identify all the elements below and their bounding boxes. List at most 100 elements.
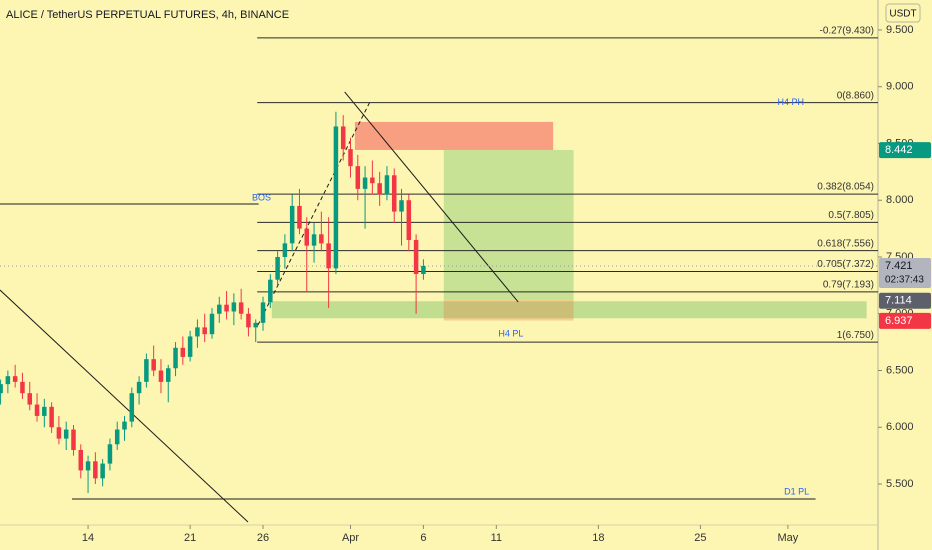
candle-body	[49, 406, 54, 428]
annotation: D1 PL	[784, 486, 809, 496]
candle-body	[85, 461, 91, 471]
currency-box[interactable]	[885, 3, 921, 23]
candle-body	[362, 177, 368, 189]
candle-body	[122, 421, 127, 430]
x-tick-label: 25	[694, 532, 706, 544]
fib-label: 0.618(7.556)	[817, 238, 874, 249]
axes: 9.5009.0008.5008.0007.5007.0006.5006.000…	[82, 24, 931, 544]
annotation: H4 PH	[778, 97, 805, 107]
candle-body	[195, 327, 200, 337]
candle-body	[78, 449, 84, 471]
candle-body	[107, 444, 113, 464]
price-tag-timer: 02:37:43	[885, 275, 924, 286]
x-tick-label: 18	[592, 532, 604, 544]
candle-body	[34, 404, 40, 416]
candle-body	[282, 243, 288, 257]
zone	[354, 121, 554, 150]
price-tag-label: 6.937	[885, 315, 913, 327]
x-tick-label: May	[778, 532, 799, 544]
candle-body	[348, 149, 353, 167]
candle-body	[144, 359, 149, 382]
x-tick-label: 14	[82, 532, 94, 544]
candle-body	[377, 183, 382, 195]
zone	[443, 149, 574, 301]
fib-label: 1(6.750)	[837, 330, 874, 341]
candle-body	[333, 126, 339, 269]
price-tag-label: 8.442	[885, 144, 913, 156]
candle-body	[217, 304, 222, 314]
trend-line	[0, 289, 249, 523]
fib-label: -0.27(9.430)	[820, 26, 874, 37]
candle-body	[100, 463, 105, 479]
candle-body	[399, 200, 404, 212]
y-tick-label: 8.000	[886, 194, 914, 206]
candle-body	[384, 175, 390, 195]
candle-body	[114, 429, 120, 445]
fib-label: 0.5(7.805)	[828, 210, 874, 221]
price-tag	[879, 312, 931, 329]
candle-body	[5, 376, 11, 385]
candle-body	[0, 384, 3, 394]
y-tick-label: 9.500	[886, 24, 914, 36]
candle-body	[304, 228, 310, 246]
candle-body	[319, 234, 324, 244]
candle-body	[136, 381, 142, 394]
fib-label: 0(8.860)	[837, 90, 874, 101]
candle-body	[275, 256, 280, 280]
price-tag	[879, 142, 931, 159]
y-tick-label: 5.500	[886, 478, 914, 490]
candle-body	[391, 175, 397, 212]
fib-label: 0.79(7.193)	[823, 279, 874, 290]
candle-body	[180, 347, 186, 357]
candle-body	[370, 177, 375, 184]
candle-body	[289, 205, 295, 244]
candle-body	[63, 429, 69, 439]
zone	[271, 301, 867, 319]
candle-body	[93, 461, 98, 479]
candle-body	[20, 381, 25, 394]
candle-body	[311, 234, 317, 246]
candle-body	[12, 376, 18, 382]
candle-body	[224, 304, 229, 312]
candle-body	[238, 302, 244, 314]
candle-body	[253, 322, 258, 328]
candle-body	[326, 243, 331, 269]
y-tick-label: 9.000	[886, 81, 914, 93]
fib-label: 0.705(7.372)	[817, 259, 874, 270]
chart-title: ALICE / TetherUS PERPETUAL FUTURES, 4h, …	[6, 9, 289, 21]
plot-area: -0.27(9.430) 0(8.860) 0.382(8.054) 0.5(7.80…	[0, 26, 878, 523]
candle-body	[421, 265, 426, 275]
price-tag	[879, 292, 931, 309]
candle-body	[27, 393, 33, 405]
x-tick-label: 6	[420, 532, 426, 544]
candle-body	[297, 205, 302, 229]
candle-body	[129, 393, 135, 422]
trend-line	[344, 91, 519, 303]
price-tag	[879, 257, 931, 288]
price-tag-label: 7.114	[885, 295, 912, 307]
y-tick-label: 6.500	[886, 364, 914, 376]
fib-label: 0.382(8.054)	[817, 182, 874, 193]
zone	[443, 300, 574, 321]
candle-body	[355, 166, 361, 189]
x-tick-label: 26	[257, 532, 269, 544]
candle-body	[71, 429, 76, 450]
annotation: H4 PL	[498, 329, 523, 339]
candle-body	[42, 406, 47, 416]
candle-body	[340, 126, 346, 150]
price-tag-label: 7.421	[885, 260, 913, 272]
candle-body	[56, 427, 62, 439]
candle-body	[151, 359, 156, 371]
candle-body	[268, 279, 273, 303]
candle-body	[260, 302, 266, 323]
candle-body	[209, 313, 215, 335]
candle-body	[246, 313, 251, 328]
candle-body	[406, 200, 412, 240]
annotation: BOS	[252, 192, 271, 202]
x-tick-label: 21	[184, 532, 196, 544]
candle-body	[231, 302, 237, 312]
candle-body	[202, 327, 207, 335]
candle-body	[165, 368, 171, 382]
candle-body	[413, 239, 419, 275]
